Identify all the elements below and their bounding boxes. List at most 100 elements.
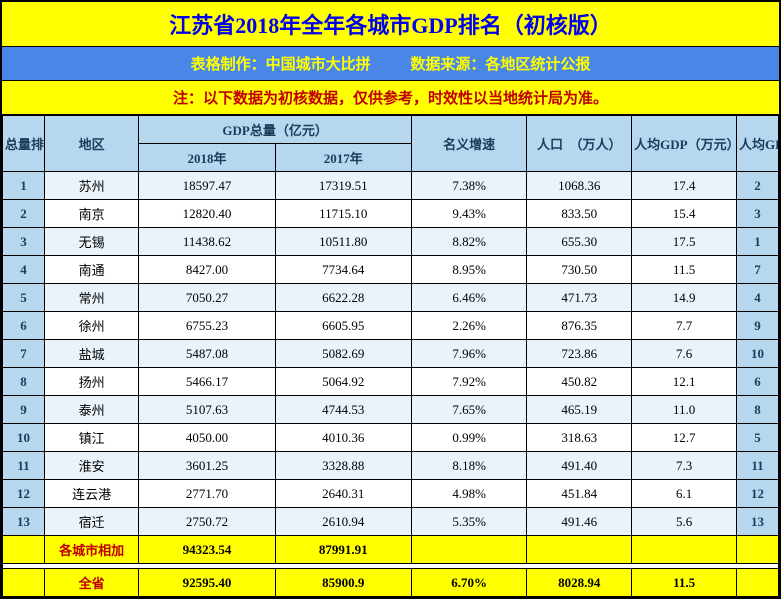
rank-cell: 9 [3,396,45,424]
growth-cell: 8.95% [411,256,526,284]
subtitle-bar: 表格制作：中国城市大比拼 数据来源：各地区统计公报 [2,47,779,81]
pop-cell: 491.40 [527,452,632,480]
pcrank-cell: 7 [737,256,779,284]
pcrank-cell: 11 [737,452,779,480]
empty-cell [737,536,779,564]
data-table: 总量排名 地区 GDP总量（亿元） 名义增速 人口 （万人） 人均GDP（万元）… [2,115,779,597]
gdp2017-cell: 4010.36 [275,424,411,452]
pcgdp-cell: 11.5 [632,256,737,284]
growth-cell: 9.43% [411,200,526,228]
region-cell: 无锡 [44,228,138,256]
table-row: 9泰州5107.634744.537.65%465.1911.08 [3,396,779,424]
pcgdp-cell: 17.5 [632,228,737,256]
gdp-ranking-table: 江苏省2018年全年各城市GDP排名（初核版） 表格制作：中国城市大比拼 数据来… [0,0,781,599]
header-region: 地区 [44,116,138,172]
total-label: 各城市相加 [44,536,138,564]
empty-cell [411,536,526,564]
gdp2017-cell: 5082.69 [275,340,411,368]
pcrank-cell: 10 [737,340,779,368]
growth-cell: 5.35% [411,508,526,536]
gdp2018-cell: 2750.72 [139,508,275,536]
table-author: 表格制作：中国城市大比拼 [191,57,371,73]
province-growth: 6.70% [411,569,526,597]
gdp2018-cell: 5466.17 [139,368,275,396]
pcgdp-cell: 11.0 [632,396,737,424]
province-pop: 8028.94 [527,569,632,597]
rank-cell: 11 [3,452,45,480]
growth-cell: 7.65% [411,396,526,424]
pcrank-cell: 3 [737,200,779,228]
province-gdp2018: 92595.40 [139,569,275,597]
empty-cell [632,536,737,564]
pop-cell: 730.50 [527,256,632,284]
region-cell: 南通 [44,256,138,284]
growth-cell: 7.96% [411,340,526,368]
province-label: 全省 [44,569,138,597]
header-gdp-total: GDP总量（亿元） [139,116,412,144]
gdp2017-cell: 4744.53 [275,396,411,424]
gdp2017-cell: 5064.92 [275,368,411,396]
region-cell: 淮安 [44,452,138,480]
region-cell: 常州 [44,284,138,312]
header-gdp2018: 2018年 [139,144,275,172]
gdp2018-cell: 8427.00 [139,256,275,284]
header-gdp2017: 2017年 [275,144,411,172]
pcgdp-cell: 14.9 [632,284,737,312]
growth-cell: 0.99% [411,424,526,452]
table-row: 5常州7050.276622.286.46%471.7314.94 [3,284,779,312]
empty-cell [527,536,632,564]
rank-cell: 8 [3,368,45,396]
pcgdp-cell: 15.4 [632,200,737,228]
empty-cell [737,569,779,597]
pcgdp-cell: 5.6 [632,508,737,536]
pop-cell: 833.50 [527,200,632,228]
region-cell: 盐城 [44,340,138,368]
pop-cell: 471.73 [527,284,632,312]
cities-total-row: 各城市相加94323.5487991.91 [3,536,779,564]
pcgdp-cell: 7.3 [632,452,737,480]
pcgdp-cell: 6.1 [632,480,737,508]
rank-cell: 6 [3,312,45,340]
province-pcgdp: 11.5 [632,569,737,597]
pcgdp-cell: 7.6 [632,340,737,368]
gdp2017-cell: 10511.80 [275,228,411,256]
region-cell: 宿迁 [44,508,138,536]
empty-cell [3,536,45,564]
header-row-1: 总量排名 地区 GDP总量（亿元） 名义增速 人口 （万人） 人均GDP（万元）… [3,116,779,144]
pcrank-cell: 9 [737,312,779,340]
gdp2018-cell: 6755.23 [139,312,275,340]
table-row: 10镇江4050.004010.360.99%318.6312.75 [3,424,779,452]
region-cell: 扬州 [44,368,138,396]
pcgdp-cell: 17.4 [632,172,737,200]
rank-cell: 4 [3,256,45,284]
growth-cell: 8.82% [411,228,526,256]
table-row: 6徐州6755.236605.952.26%876.357.79 [3,312,779,340]
data-source: 数据来源：各地区统计公报 [410,57,590,73]
empty-cell [3,569,45,597]
gdp2017-cell: 6622.28 [275,284,411,312]
pcgdp-cell: 12.7 [632,424,737,452]
gdp2018-cell: 5107.63 [139,396,275,424]
table-row: 13宿迁2750.722610.945.35%491.465.613 [3,508,779,536]
gdp2017-cell: 7734.64 [275,256,411,284]
pcgdp-cell: 12.1 [632,368,737,396]
header-rank: 总量排名 [3,116,45,172]
pop-cell: 876.35 [527,312,632,340]
header-pcgdp: 人均GDP（万元） [632,116,737,172]
growth-cell: 4.98% [411,480,526,508]
pcrank-cell: 5 [737,424,779,452]
gdp2018-cell: 7050.27 [139,284,275,312]
region-cell: 连云港 [44,480,138,508]
header-pcrank: 人均GDP排名 [737,116,779,172]
rank-cell: 12 [3,480,45,508]
pcrank-cell: 2 [737,172,779,200]
gdp2018-cell: 2771.70 [139,480,275,508]
region-cell: 苏州 [44,172,138,200]
gdp2018-cell: 12820.40 [139,200,275,228]
pcgdp-cell: 7.7 [632,312,737,340]
rank-cell: 1 [3,172,45,200]
growth-cell: 2.26% [411,312,526,340]
rank-cell: 5 [3,284,45,312]
rank-cell: 2 [3,200,45,228]
pop-cell: 491.46 [527,508,632,536]
